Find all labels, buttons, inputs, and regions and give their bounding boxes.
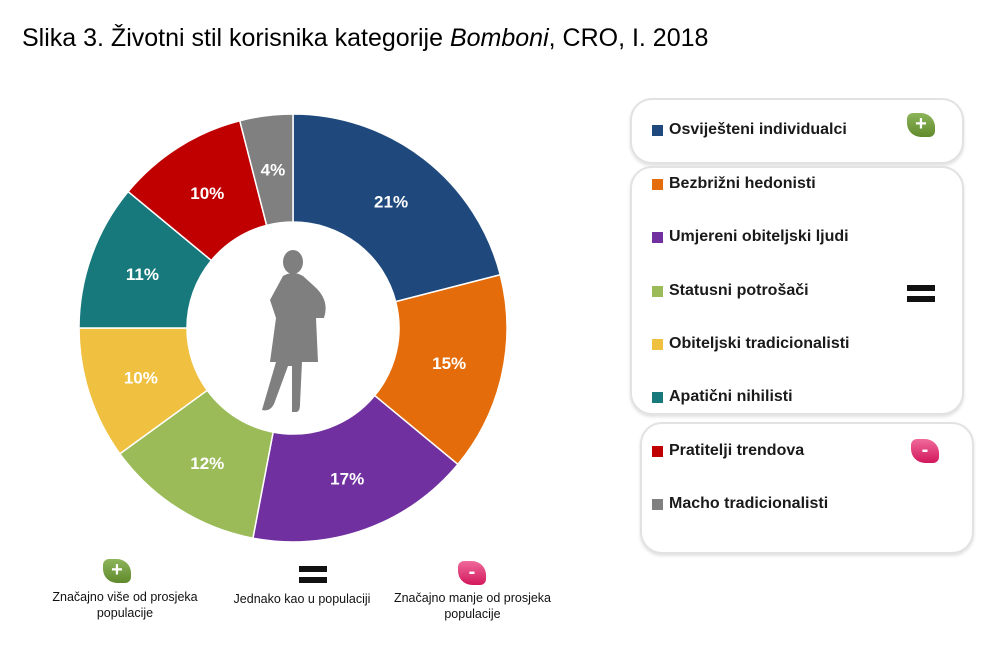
legend-swatch (652, 338, 663, 350)
minus-badge-icon: - (911, 439, 939, 463)
note-minus: Značajno manje od prosjeka populacije (393, 591, 552, 621)
silhouette-icon (262, 250, 326, 412)
slice-label: 15% (432, 354, 466, 373)
legend-label: Apatični nihilisti (669, 388, 793, 405)
plus-badge-icon: + (103, 559, 131, 583)
slice-umjereni-obiteljski-ljudi (252, 394, 459, 543)
slice-labels: 21% 15% 17% 12% 10% 11% 10% 4% (124, 160, 466, 488)
legend-swatch (652, 445, 663, 457)
slice-label: 4% (261, 160, 286, 179)
legend-item: Macho tradicionalisti (652, 495, 828, 513)
legend-item: Umjereni obiteljski ljudi (652, 228, 849, 246)
legend-item: Bezbrižni hedonisti (652, 175, 816, 193)
slice-label: 17% (330, 470, 364, 489)
plus-badge-icon: + (907, 113, 935, 137)
legend-item: Statusni potrošači (652, 282, 809, 300)
legend-group-plus (630, 98, 964, 164)
slice-label: 12% (190, 454, 224, 473)
chart-title: Slika 3. Životni stil korisnika kategori… (22, 24, 709, 52)
note-equal: Jednako kao u populaciji (233, 592, 371, 606)
legend-label: Macho tradicionalisti (669, 495, 829, 512)
slice-label: 11% (126, 265, 159, 284)
legend-swatch (652, 498, 663, 510)
slice-osviješteni-individualci (292, 113, 502, 303)
equal-icon (299, 566, 327, 584)
donut-slices (78, 113, 508, 543)
legend-swatch (652, 178, 663, 190)
equal-icon (907, 285, 935, 303)
legend-label: Statusni potrošači (669, 282, 809, 299)
slice-label: 21% (374, 193, 408, 212)
minus-badge-icon: - (458, 561, 486, 585)
legend-label: Pratitelji trendova (669, 442, 805, 459)
legend-item: Pratitelji trendova (652, 442, 804, 460)
legend-label: Bezbrižni hedonisti (669, 175, 816, 192)
legend-swatch (652, 391, 663, 403)
legend-label: Obiteljski tradicionalisti (669, 335, 850, 352)
legend-item: Obiteljski tradicionalisti (652, 335, 850, 353)
legend-item: Osviješteni individualci (652, 121, 847, 139)
legend-swatch (652, 231, 663, 243)
legend-item: Apatični nihilisti (652, 388, 793, 406)
legend-swatch (652, 124, 663, 136)
slice-label: 10% (124, 368, 158, 387)
legend-label: Osviješteni individualci (669, 121, 847, 138)
legend-label: Umjereni obiteljski ljudi (669, 228, 849, 245)
legend-swatch (652, 285, 663, 297)
slice-label: 10% (190, 184, 224, 203)
slice-macho-tradicionalisti (238, 113, 294, 227)
slice-bezbrižni-hedonisti (373, 273, 508, 466)
note-plus: Značajno više od prosjeka populacije (52, 590, 198, 620)
